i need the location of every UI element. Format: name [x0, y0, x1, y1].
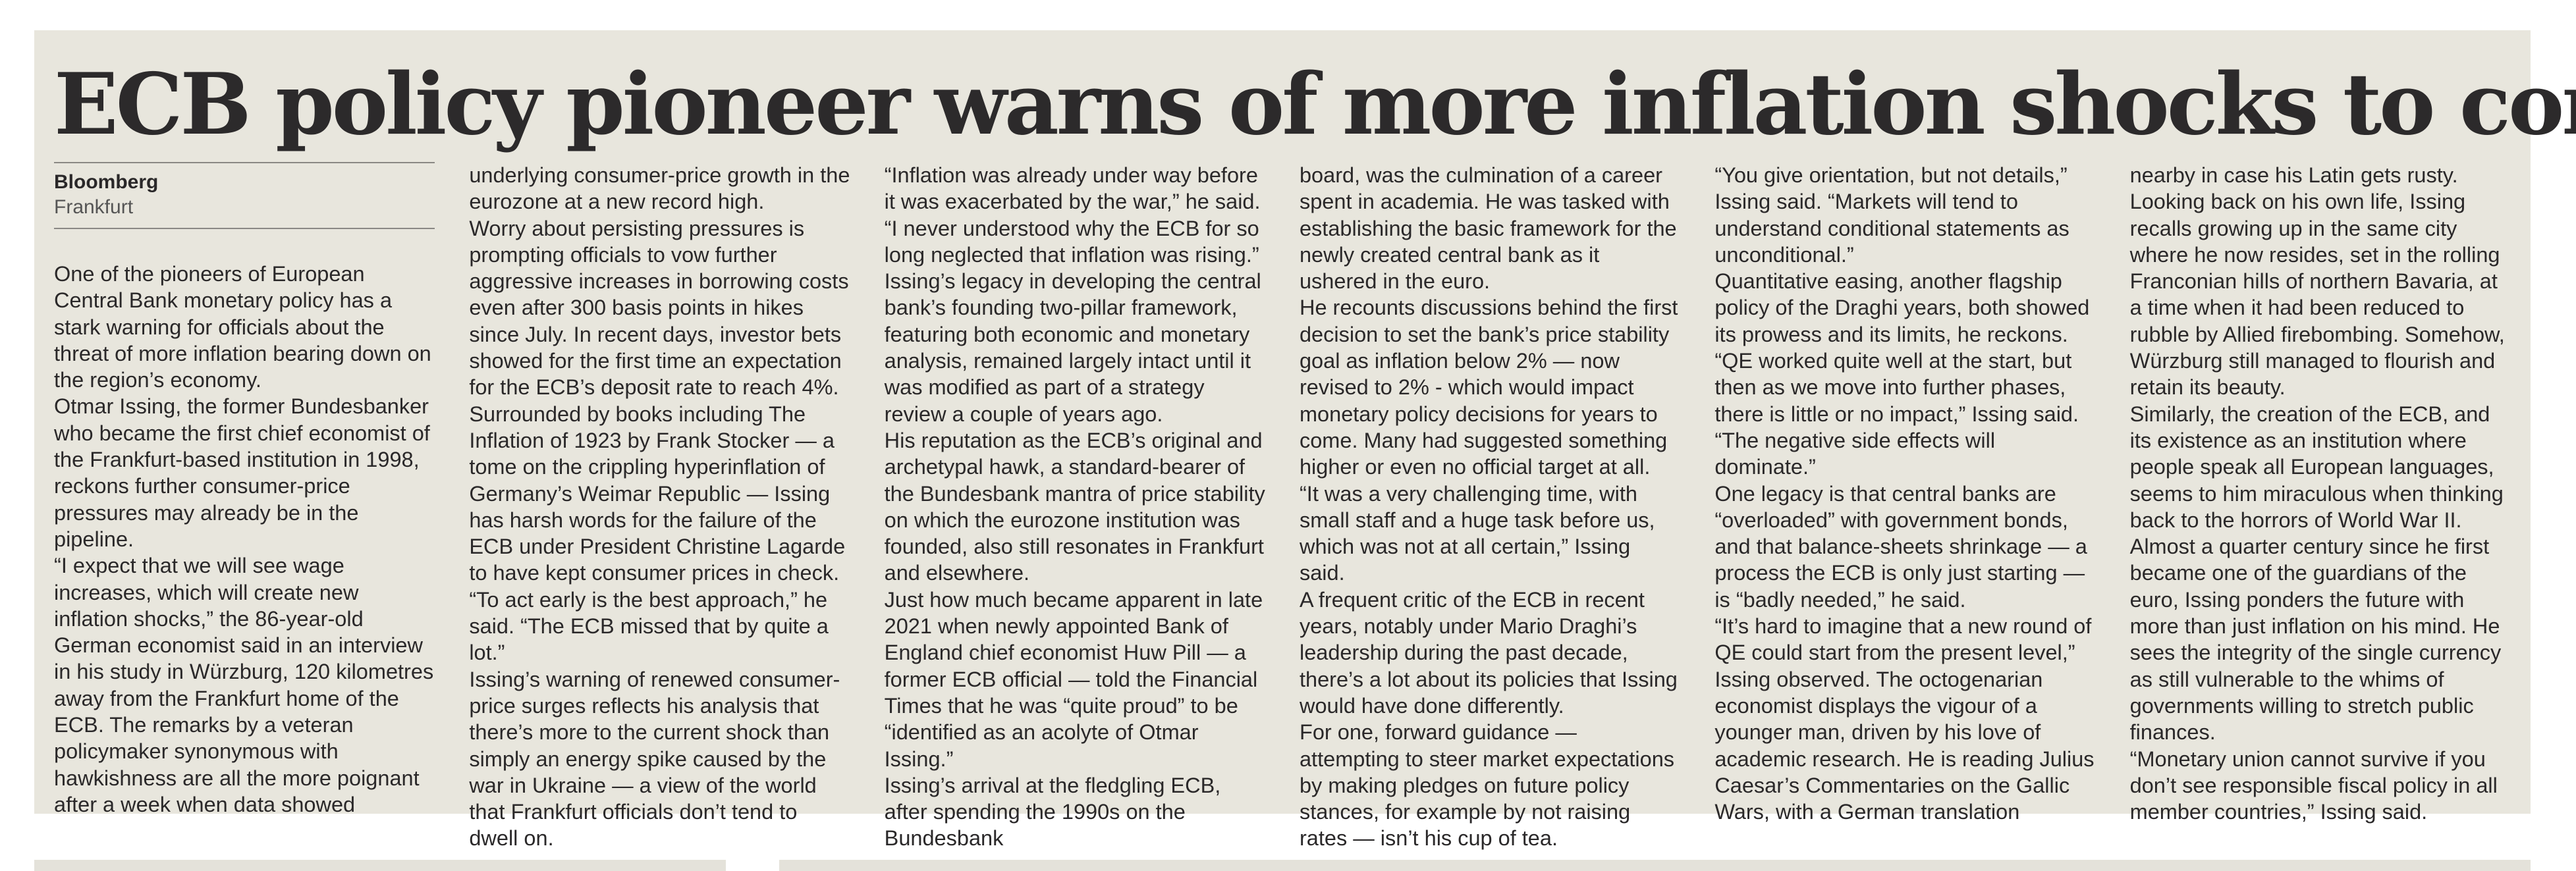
paragraph: Similarly, the creation of the ECB, and … [2129, 402, 2504, 532]
column-6: nearby in case his Latin gets rusty. Loo… [2129, 162, 2511, 824]
paragraph: underlying consumer-price growth in the … [469, 163, 850, 214]
paragraph: “QE worked quite well at the start, but … [1714, 349, 2079, 479]
paragraph: “To act early is the best approach,” he … [469, 587, 829, 665]
column-4: board, was the culmination of a career s… [1299, 162, 1680, 850]
byline: Bloomberg Frankfurt [54, 162, 435, 229]
paragraph: Issing’s legacy in developing the centra… [884, 269, 1261, 426]
paragraph: He recounts discussions behind the first… [1299, 296, 1678, 479]
paragraph: Just how much became apparent in late 20… [884, 587, 1263, 771]
column-2: underlying consumer-price growth in the … [469, 162, 850, 850]
paragraph: One legacy is that central banks are “ov… [1714, 481, 2087, 612]
next-article-edge-right [779, 860, 2531, 871]
paragraph: Quantitative easing, another flagship po… [1714, 269, 2090, 346]
paragraph: For one, forward guidance — attempting t… [1299, 720, 1675, 851]
paragraph: Worry about persisting pressures is prom… [469, 216, 849, 400]
next-article-edge-left [34, 860, 726, 871]
paragraph: Issing’s arrival at the fledgling ECB, a… [884, 773, 1221, 851]
column-1: Bloomberg Frankfurt One of the pioneers … [54, 162, 435, 816]
paragraph: “Inflation was already under way before … [884, 163, 1261, 267]
paragraph: A frequent critic of the ECB in recent y… [1299, 587, 1678, 718]
paragraph: nearby in case his Latin gets rusty. [2129, 163, 2458, 187]
source-name: Bloomberg [54, 171, 159, 193]
paragraph: “It was a very challenging time, with sm… [1299, 481, 1655, 585]
paragraph: Issing’s warning of renewed consumer-pri… [469, 667, 840, 851]
paragraph: “You give orientation, but not details,”… [1714, 163, 2069, 267]
paragraph: “I expect that we will see wage increase… [54, 554, 434, 816]
paragraph: Looking back on his own life, Issing rec… [2129, 190, 2505, 400]
paragraph: One of the pioneers of European Central … [54, 262, 431, 392]
paragraph: board, was the culmination of a career s… [1299, 163, 1677, 294]
column-5: “You give orientation, but not details,”… [1714, 162, 2095, 824]
headline: ECB policy pioneer warns of more inflati… [54, 55, 2576, 154]
paragraph: Surrounded by books including The Inflat… [469, 402, 846, 585]
paragraph: His reputation as the ECB’s original and… [884, 428, 1265, 585]
article-body: Bloomberg Frankfurt One of the pioneers … [54, 162, 2511, 850]
paragraph: Almost a quarter century since he first … [2129, 535, 2502, 745]
column-3: “Inflation was already under way before … [884, 162, 1265, 850]
paragraph: “It’s hard to imagine that a new round o… [1714, 614, 2095, 824]
paragraph: “Monetary union cannot survive if you do… [2129, 747, 2498, 824]
paragraph: Otmar Issing, the former Bundesbanker wh… [54, 394, 430, 551]
article: ECB policy pioneer warns of more inflati… [34, 30, 2576, 850]
dateline: Frankfurt [54, 196, 134, 218]
